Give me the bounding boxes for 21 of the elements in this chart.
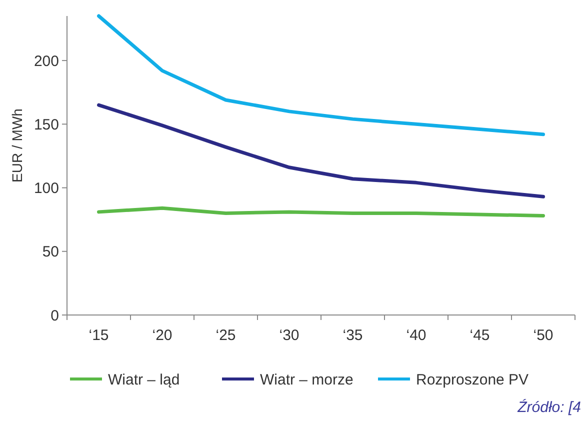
y-axis-title: EUR / MWh bbox=[9, 108, 25, 182]
y-tick-label: 150 bbox=[34, 116, 59, 134]
y-tick-label: 50 bbox=[42, 244, 59, 261]
line-series bbox=[97, 206, 545, 218]
line-series bbox=[97, 14, 545, 136]
y-tick-label: 0 bbox=[50, 307, 59, 324]
x-tick-label: ‘25 bbox=[216, 327, 236, 344]
line-series bbox=[97, 103, 545, 198]
x-tick-label: ‘35 bbox=[342, 327, 363, 344]
x-tick-label: ‘30 bbox=[279, 327, 300, 344]
legend-label: Wiatr – ląd bbox=[108, 371, 180, 388]
legend-label: Rozproszone PV bbox=[416, 371, 529, 388]
x-tick-label: ‘20 bbox=[152, 327, 172, 344]
x-tick-label: ‘45 bbox=[470, 327, 490, 344]
x-tick-label: ‘15 bbox=[88, 327, 109, 344]
x-tick-label: ‘40 bbox=[406, 327, 426, 344]
text: Źródło: [4 bbox=[516, 398, 581, 416]
legend-label: Wiatr – morze bbox=[260, 371, 354, 388]
x-tick-label: ‘50 bbox=[533, 327, 554, 344]
y-tick-label: 200 bbox=[34, 52, 59, 70]
y-tick-label: 100 bbox=[34, 180, 59, 198]
